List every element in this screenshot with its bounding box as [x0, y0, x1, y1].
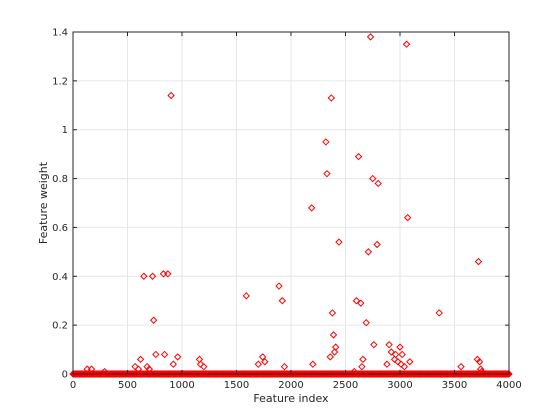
data-point: [474, 257, 483, 266]
data-point: [358, 362, 366, 371]
data-point: [390, 355, 399, 364]
data-point: [164, 270, 172, 278]
y-tick-label: 1.2: [52, 76, 68, 87]
data-point: [394, 358, 402, 366]
data-point: [362, 318, 370, 327]
data-point: [391, 350, 400, 359]
data-point: [148, 272, 157, 280]
data-point: [406, 358, 414, 366]
data-point: [140, 272, 148, 280]
data-point: [396, 343, 404, 351]
y-tick-label: 0.6: [52, 223, 68, 234]
data-point: [131, 362, 139, 371]
data-point: [136, 355, 145, 364]
data-point: [357, 299, 365, 307]
data-point: [397, 360, 405, 368]
data-point: [309, 360, 317, 368]
data-point: [373, 240, 381, 249]
data-point: [149, 316, 158, 324]
data-point: [275, 282, 283, 290]
data-point: [328, 309, 337, 317]
data-point: [352, 297, 361, 305]
y-axis-ticks: 0 0.2 0.4 0.6 0.8 1 1.2 1.4: [52, 28, 509, 381]
data-point: [196, 360, 205, 368]
data-point: [152, 350, 160, 359]
baseline-point: [504, 370, 512, 378]
x-tick-label: 1000: [169, 380, 194, 391]
x-tick-label: 2500: [333, 380, 358, 391]
data-point: [383, 360, 391, 368]
data-point: [134, 365, 143, 373]
data-point: [359, 355, 367, 364]
data-point: [387, 348, 395, 356]
data-point: [242, 292, 251, 300]
x-tick-label: 3500: [442, 380, 467, 391]
x-tick-label: 2000: [278, 380, 303, 391]
x-axis-label: Feature index: [253, 392, 329, 405]
data-point: [327, 94, 336, 102]
data-point: [167, 91, 175, 100]
data-point: [370, 340, 378, 349]
data-point: [177, 370, 185, 378]
data-point: [87, 365, 96, 373]
data-point: [145, 365, 154, 373]
x-tick-label: 1500: [224, 380, 249, 391]
data-point: [100, 367, 109, 376]
data-point: [258, 353, 267, 361]
baseline-point: [505, 370, 513, 378]
data-point: [323, 169, 331, 178]
data-point: [160, 350, 169, 359]
x-tick-label: 3000: [387, 380, 412, 391]
data-point: [435, 309, 443, 317]
data-point: [169, 360, 177, 368]
data-point: [330, 348, 339, 356]
data-point: [457, 362, 465, 371]
baseline-point: [502, 370, 511, 378]
data-point: [261, 358, 269, 366]
data-point: [308, 204, 316, 212]
data-point: [350, 367, 358, 376]
data-point: [374, 179, 382, 188]
x-tick-label: 500: [118, 380, 137, 391]
data-point: [200, 362, 208, 371]
y-tick-label: 0.2: [52, 321, 68, 332]
data-point: [278, 297, 286, 305]
data-point: [364, 248, 373, 256]
data-point: [326, 353, 334, 361]
y-tick-label: 0.4: [52, 272, 68, 283]
data-point: [398, 350, 406, 359]
data-point: [329, 331, 338, 339]
data-point: [400, 362, 409, 371]
data-point: [476, 365, 485, 373]
data-point: [478, 367, 486, 376]
data-point: [354, 152, 363, 161]
data-point: [335, 238, 343, 246]
data-point: [369, 174, 377, 183]
y-axis-label: Feature weight: [37, 161, 50, 244]
data-point: [385, 340, 393, 349]
y-tick-label: 1.4: [52, 28, 68, 39]
data-point: [173, 353, 182, 361]
y-tick-label: 0: [62, 370, 68, 381]
y-tick-label: 1: [62, 125, 68, 136]
x-tick-label: 0: [70, 380, 76, 391]
data-point: [331, 343, 340, 351]
data-points: [83, 33, 486, 378]
x-axis-ticks: 0 500 1000 1500 2000 2500 3000 3500 4000: [70, 32, 522, 391]
data-point: [254, 360, 263, 368]
y-tick-label: 0.8: [52, 174, 68, 185]
data-point: [402, 40, 411, 48]
data-point: [475, 358, 484, 366]
x-tick-label: 4000: [496, 380, 521, 391]
data-point: [322, 138, 330, 146]
data-point: [403, 213, 412, 222]
data-point: [280, 362, 289, 371]
data-point: [366, 33, 375, 41]
